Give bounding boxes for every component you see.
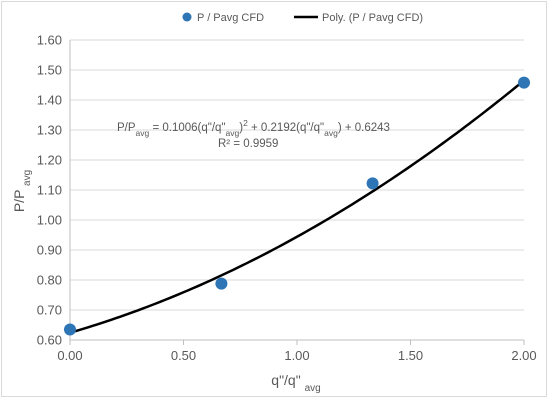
y-tick-label: 1.60	[37, 33, 62, 48]
y-tick-label: 1.50	[37, 63, 62, 78]
x-tick-labels: 0.00 0.50 1.00 1.50 2.00	[57, 348, 536, 363]
gridlines	[70, 39, 524, 341]
x-tick-label: 1.00	[284, 348, 309, 363]
y-tick-label: 0.70	[37, 303, 62, 318]
y-tick-label: 1.20	[37, 153, 62, 168]
x-tick-label: 2.00	[511, 348, 536, 363]
y-tick-label: 0.90	[37, 243, 62, 258]
y-axis-title: P/P avg	[11, 170, 33, 212]
y-tick-label: 1.00	[37, 213, 62, 228]
y-tick-label: 1.10	[37, 183, 62, 198]
data-points	[64, 76, 530, 336]
axis-title-subscript: avg	[22, 170, 33, 186]
data-point	[64, 323, 76, 336]
data-point	[366, 177, 379, 190]
x-tick-label: 0.50	[171, 348, 196, 363]
legend-label-trendline: Poly. (P / Pavg CFD)	[322, 12, 423, 24]
legend-label-cfd: P / Pavg CFD	[197, 12, 264, 24]
axes	[69, 40, 525, 345]
y-tick-label: 0.80	[37, 273, 62, 288]
trendline-equation: P/Pavg = 0.1006(q"/q"avg)2 + 0.2192(q"/q…	[117, 118, 390, 138]
legend-marker-cfd	[182, 12, 192, 22]
r-squared-label: R² = 0.9959	[218, 138, 278, 150]
x-tick-label: 1.50	[398, 348, 423, 363]
y-tick-labels: 0.60 0.70 0.80 0.90 1.00 1.10 1.20 1.30 1.40 1.50…	[37, 33, 62, 348]
trendline	[69, 79, 525, 334]
y-tick-label: 1.30	[37, 123, 62, 138]
data-point	[215, 277, 228, 290]
x-axis-title: q"/q" avg	[271, 372, 320, 394]
x-tick-label: 0.00	[57, 348, 82, 363]
y-tick-label: 1.40	[37, 93, 62, 108]
y-tick-label: 0.60	[37, 333, 62, 348]
axis-title-subscript: avg	[305, 383, 321, 394]
data-point	[518, 76, 530, 89]
legend: P / Pavg CFD Poly. (P / Pavg CFD)	[182, 12, 423, 24]
